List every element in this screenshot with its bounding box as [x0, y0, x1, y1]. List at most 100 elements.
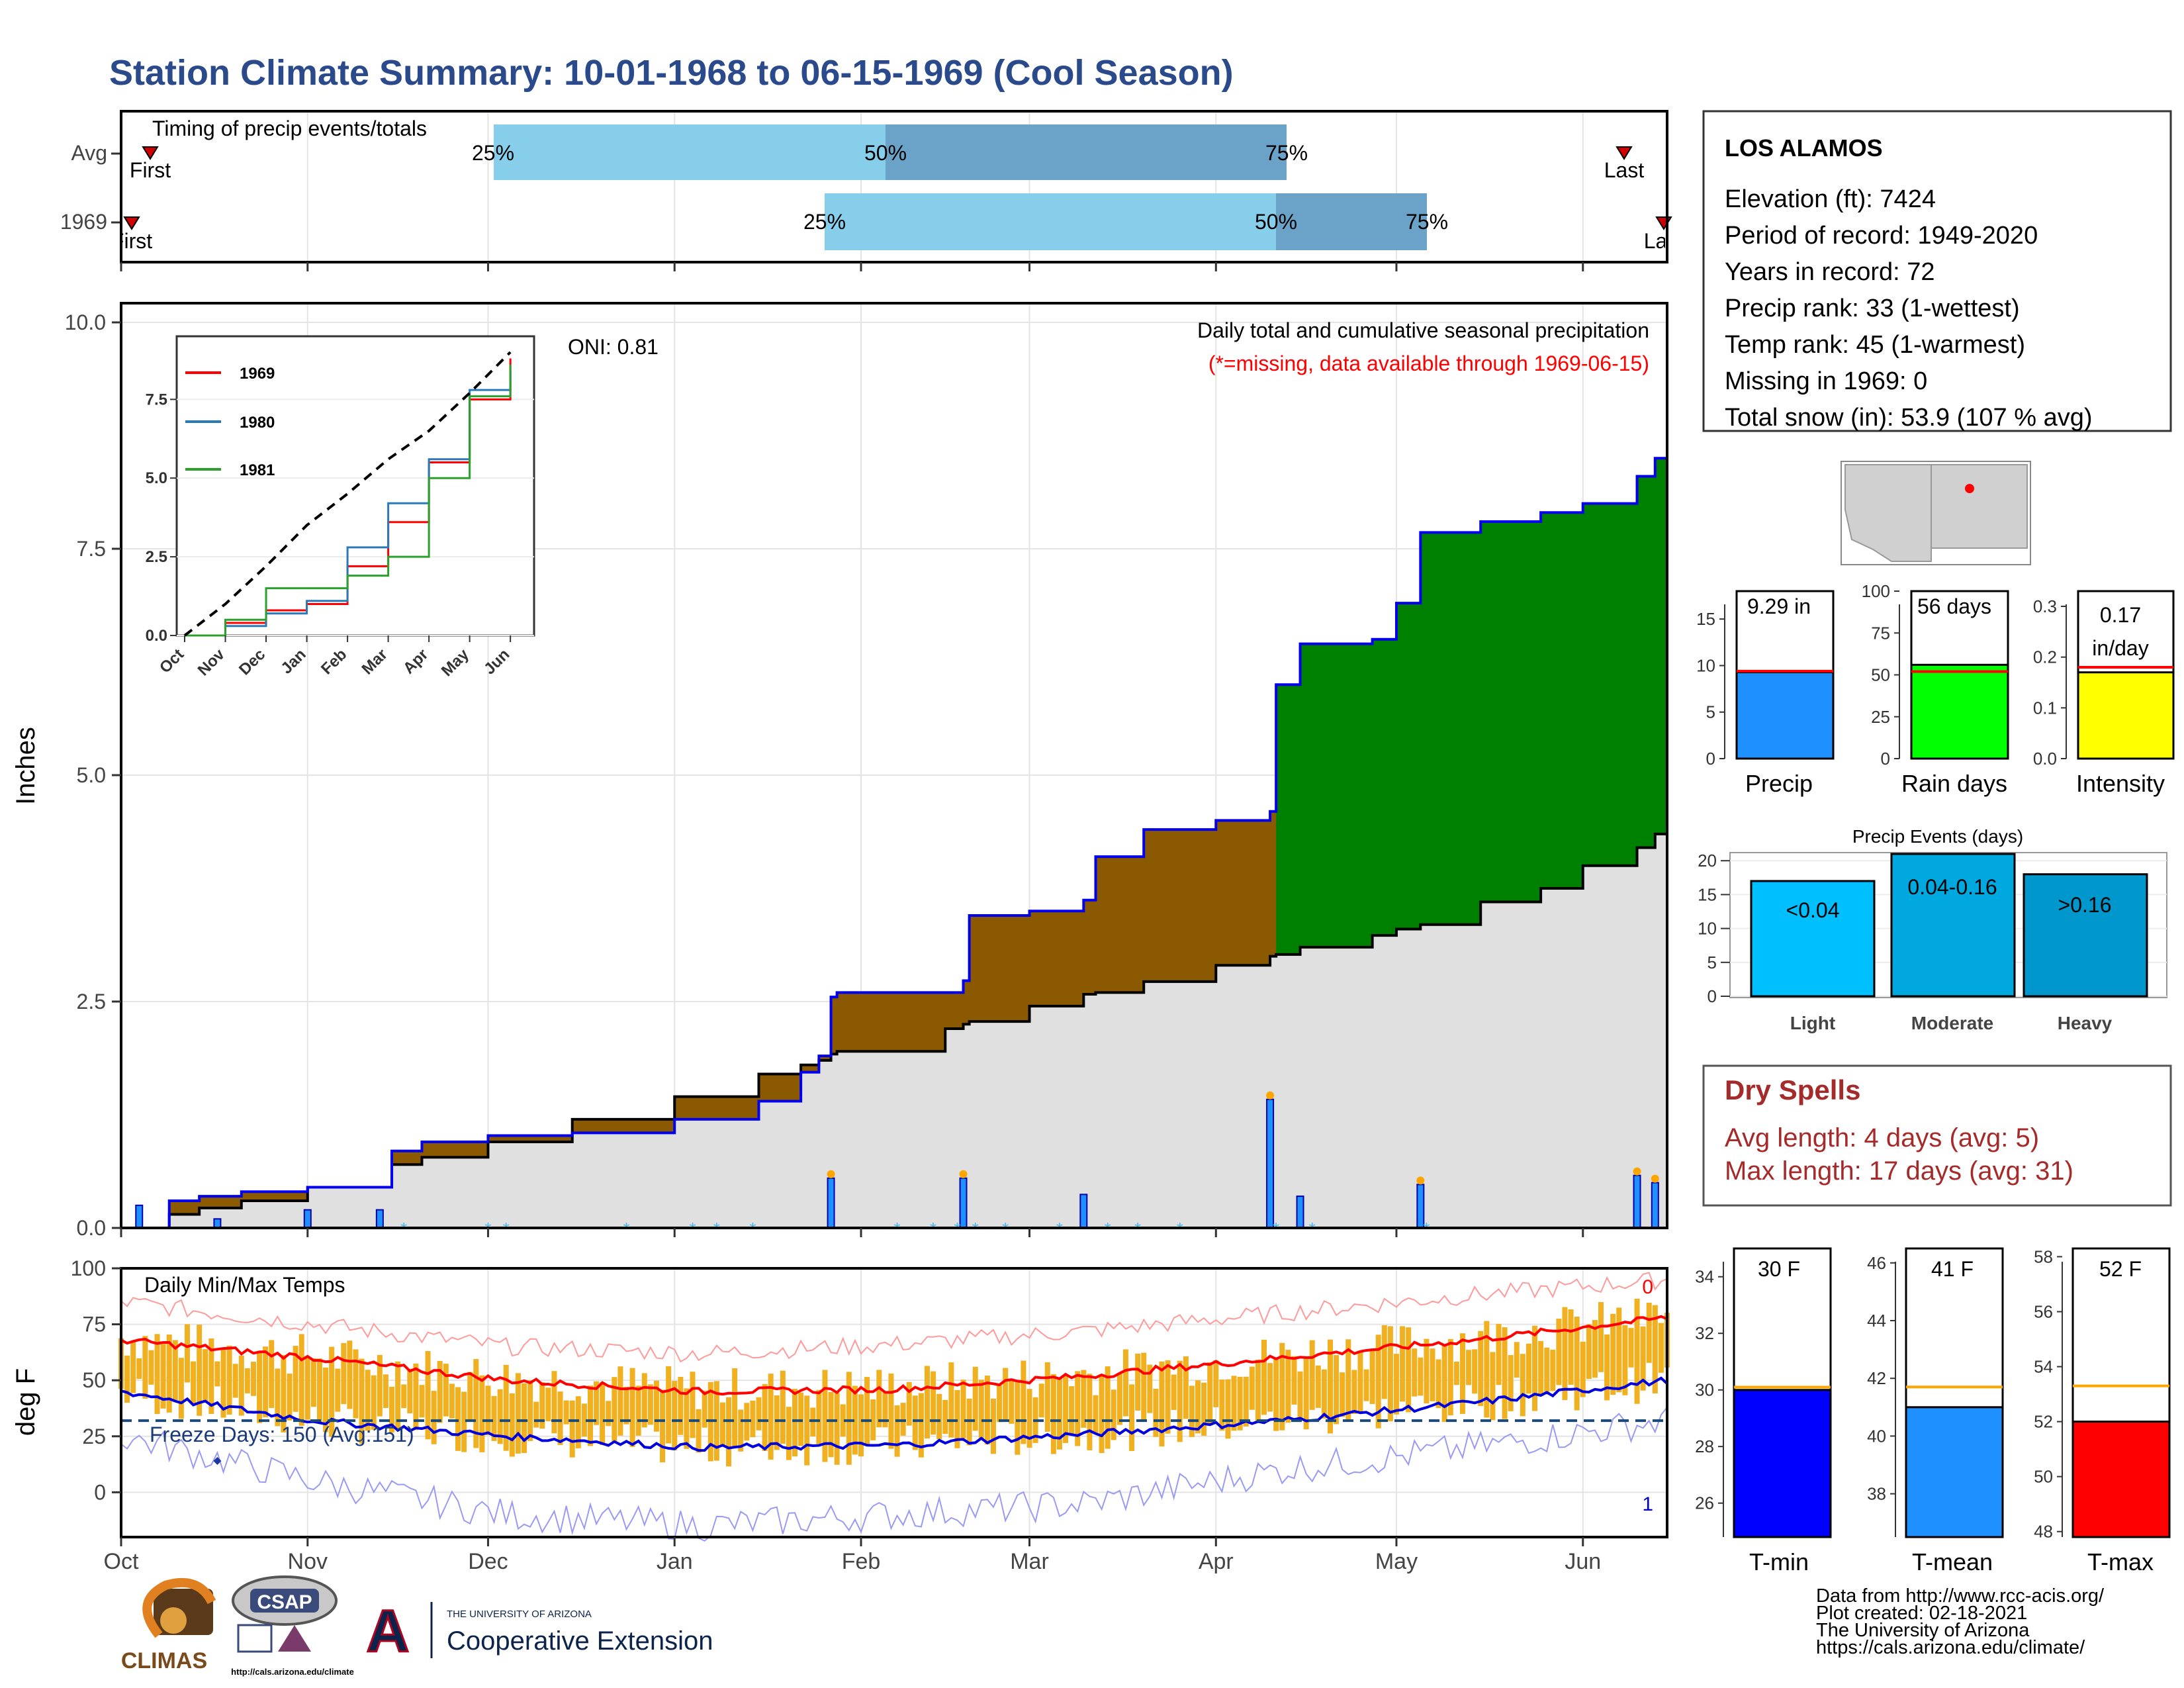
daily-temp-range-bar: [1628, 1328, 1634, 1368]
daily-temp-range-bar: [936, 1393, 942, 1440]
daily-temp-range-bar: [178, 1358, 184, 1419]
daily-temp-range-bar: [497, 1389, 503, 1444]
daily-temp-range-bar: [882, 1392, 888, 1428]
timing-1969-p25: 25%: [803, 210, 846, 234]
timing-avg-first-marker: [142, 146, 159, 160]
daily-temp-range-bar: [1285, 1350, 1291, 1423]
daily-temp-range-bar: [136, 1358, 142, 1380]
daily-temp-range-bar: [1111, 1389, 1116, 1440]
tmin-tick-label: 28: [1695, 1436, 1714, 1456]
daily-temp-range-bar: [293, 1346, 298, 1412]
precip-y-axis-label: Inches: [11, 727, 40, 805]
dry-spells-avg: Avg length: 4 days (avg: 5): [1725, 1123, 2039, 1152]
daily-temp-range-bar: [1381, 1325, 1387, 1399]
snow-marker: [1416, 1176, 1425, 1185]
daily-temp-range-bar: [1189, 1385, 1195, 1437]
temp-plot: [118, 1272, 1670, 1542]
daily-temp-range-bar: [1508, 1355, 1514, 1411]
station-missing: Missing in 1969: 0: [1725, 367, 1927, 395]
tmean-tick-label: 46: [1867, 1253, 1886, 1273]
daily-temp-range-bar: [401, 1384, 407, 1409]
precip-caption: Daily total and cumulative seasonal prec…: [1197, 318, 1649, 342]
csap-url: http://cals.arizona.edu/climate: [231, 1667, 354, 1677]
daily-temp-range-bar: [1063, 1376, 1069, 1443]
daily-temp-range-bar: [515, 1373, 521, 1454]
daily-temp-range-bar: [1435, 1359, 1441, 1409]
rain-days-mini-tick-label: 100: [1862, 581, 1890, 601]
daily-temp-range-bar: [1622, 1325, 1628, 1395]
intensity-mini-tick-label: 0.0: [2033, 749, 2057, 769]
daily-temp-range-bar: [960, 1380, 966, 1439]
daily-temp-range-bar: [594, 1381, 600, 1425]
temp-frame: [120, 1267, 1668, 1538]
intensity-mini-tick-label: 0.2: [2033, 647, 2057, 667]
daily-temp-range-bar: [443, 1364, 449, 1417]
precip-mini-tick-label: 10: [1696, 655, 1715, 675]
daily-temp-range-bar: [1556, 1319, 1562, 1385]
daily-temp-range-bar: [335, 1368, 341, 1412]
daily-temp-range-bar: [931, 1371, 936, 1435]
timing-avg-first-label: First: [130, 158, 171, 182]
daily-precip-bar: [213, 1218, 222, 1229]
footer-url: https://cals.arizona.edu/climate/: [1816, 1637, 2085, 1658]
daily-temp-range-bar: [1430, 1348, 1435, 1401]
daily-temp-range-bar: [1135, 1353, 1141, 1411]
daily-temp-range-bar: [1466, 1350, 1472, 1385]
daily-temp-range-bar: [948, 1362, 954, 1438]
daily-temp-range-bar: [545, 1387, 551, 1422]
snow-marker: [959, 1170, 968, 1178]
daily-temp-range-bar: [1309, 1340, 1315, 1410]
footer-source: Data from http://www.rcc-acis.org/: [1816, 1585, 2105, 1607]
inset-y-tick-label: 7.5: [146, 391, 167, 408]
timing-1969-bar-50-75: [1276, 193, 1427, 250]
csap-logo: CSAP http://cals.arizona.edu/climate: [231, 1575, 354, 1677]
oni-label: ONI: 0.81: [568, 335, 659, 359]
daily-temp-range-bar: [612, 1377, 617, 1443]
temp-x-tick-label: Oct: [104, 1549, 139, 1574]
dry-spells-max: Max length: 17 days (avg: 31): [1725, 1156, 2073, 1186]
timing-label: Timing of precip events/totals: [152, 117, 427, 140]
daily-precip-bar: [827, 1177, 835, 1229]
daily-temp-range-bar: [1525, 1343, 1531, 1394]
daily-temp-range-bar: [1345, 1339, 1351, 1422]
daily-temp-range-bar: [1009, 1381, 1015, 1424]
daily-temp-range-bar: [329, 1346, 335, 1437]
events-tick-label: 10: [1698, 919, 1717, 939]
station-years: Years in record: 72: [1725, 258, 1935, 286]
daily-temp-range-bar: [1520, 1354, 1525, 1417]
daily-temp-range-bar: [191, 1361, 197, 1405]
tmax-tick-label: 50: [2034, 1467, 2053, 1487]
tmean-label: T-mean: [1912, 1548, 1993, 1575]
tmax-value: 52 F: [2099, 1257, 2142, 1281]
events-cat-light: Light: [1790, 1013, 1835, 1033]
temp-y-axis-label: deg F: [11, 1368, 40, 1436]
precip-plot: *******************: [121, 387, 1668, 1239]
daily-temp-range-bar: [1327, 1339, 1333, 1434]
tmax-tick-label: 56: [2034, 1302, 2053, 1322]
daily-temp-range-bar: [906, 1382, 912, 1426]
daily-temp-range-bar: [617, 1366, 623, 1436]
daily-temp-range-bar: [1231, 1376, 1237, 1431]
precip-frame: [120, 302, 1668, 1229]
daily-temp-range-bar: [1393, 1354, 1399, 1415]
events-cat-heavy: Heavy: [2058, 1013, 2113, 1033]
tmax-label: T-max: [2087, 1548, 2154, 1575]
tmin-value: 30 F: [1758, 1257, 1800, 1281]
daily-temp-range-bar: [431, 1391, 437, 1444]
daily-temp-range-bar: [1291, 1356, 1297, 1405]
daily-temp-range-bar: [978, 1380, 984, 1439]
daily-temp-range-bar: [1195, 1380, 1201, 1434]
tmean-bar: [1905, 1406, 2004, 1538]
daily-temp-range-bar: [197, 1325, 203, 1416]
precip-mini-tick-label: 15: [1696, 609, 1715, 629]
daily-temp-range-bar: [341, 1342, 347, 1405]
daily-temp-range-bar: [1297, 1371, 1303, 1419]
timing-1969-p75: 75%: [1406, 210, 1448, 234]
daily-temp-range-bar: [455, 1387, 461, 1451]
station-location-dot: [1965, 484, 1974, 493]
rain-days-mini-tick-label: 0: [1881, 749, 1890, 769]
events-chart: 0 5 10 15 20: [1698, 851, 2167, 1006]
daily-temp-range-bar: [269, 1340, 275, 1409]
events-tick-label: 0: [1707, 986, 1717, 1006]
daily-temp-range-bar: [1598, 1301, 1604, 1372]
